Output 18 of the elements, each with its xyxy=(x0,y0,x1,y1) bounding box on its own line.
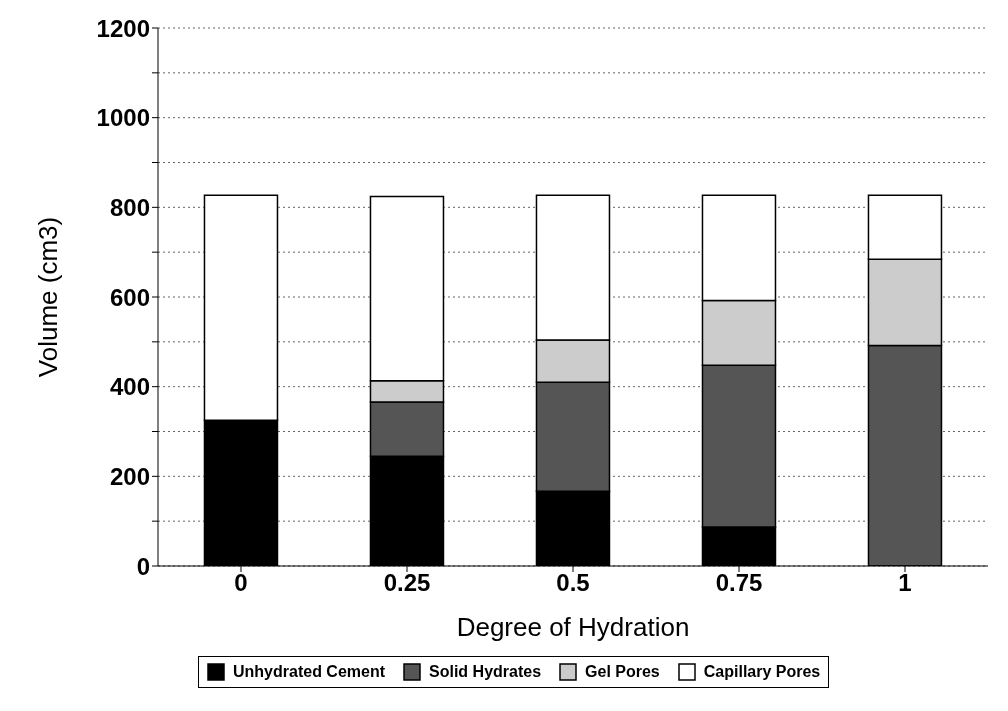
legend-label: Capillary Pores xyxy=(703,663,821,681)
y-tick-label: 0 xyxy=(136,552,150,580)
y-axis-title: Volume (cm3) xyxy=(33,216,64,378)
y-tick-label: 600 xyxy=(109,283,150,311)
legend-label: Unhydrated Cement xyxy=(233,663,386,681)
y-tick-label: 1000 xyxy=(96,104,150,132)
x-axis-title: Degree of Hydration xyxy=(456,612,690,642)
y-tick-label: 400 xyxy=(109,373,150,401)
x-tick-label: 0.75 xyxy=(715,569,763,597)
y-tick-label: 200 xyxy=(109,462,150,490)
y-tick-label: 800 xyxy=(109,193,150,221)
legend-label: Solid Hydrates xyxy=(429,663,542,681)
x-tick-label: 0.25 xyxy=(383,569,431,597)
x-tick-label: 0.5 xyxy=(556,569,590,597)
y-tick-label: 1200 xyxy=(96,14,150,42)
legend-label: Gel Pores xyxy=(585,663,660,681)
x-tick-label: 0 xyxy=(234,569,248,597)
x-tick-label: 1 xyxy=(898,569,912,597)
